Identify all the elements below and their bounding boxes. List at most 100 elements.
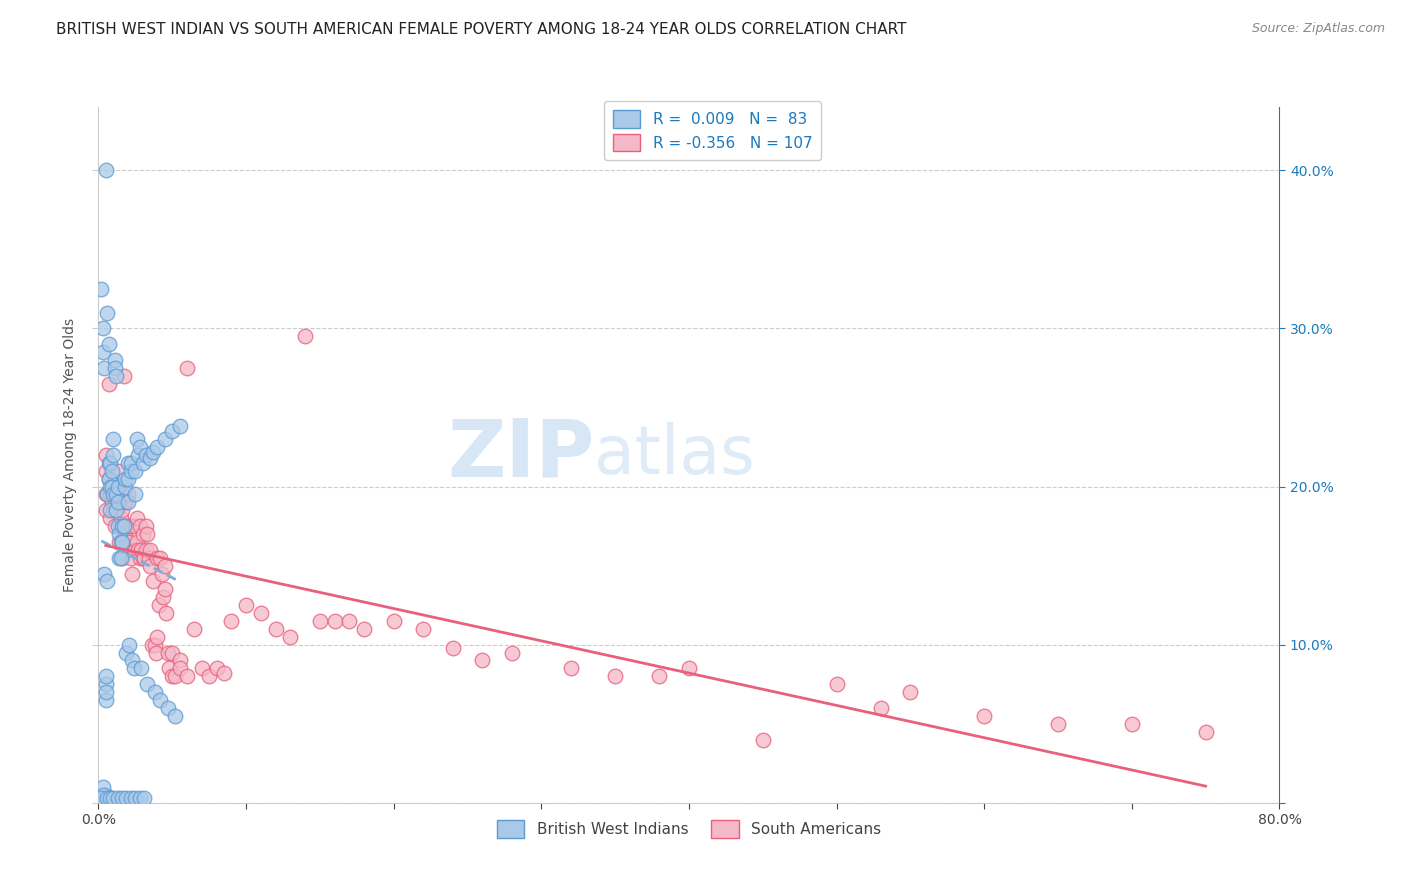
Point [112, 368, 135, 383]
Point [105, 503, 128, 517]
Point [94, 669, 117, 683]
Point [115, 534, 138, 549]
Point [165, 708, 187, 723]
Point [134, 791, 156, 805]
Point [120, 791, 142, 805]
Point [141, 638, 163, 652]
Point [1046, 716, 1070, 731]
Point [143, 638, 166, 652]
Point [135, 519, 157, 533]
Text: BRITISH WEST INDIAN VS SOUTH AMERICAN FEMALE POVERTY AMONG 18-24 YEAR OLDS CORRE: BRITISH WEST INDIAN VS SOUTH AMERICAN FE… [56, 22, 907, 37]
Point [91, 345, 114, 359]
Point [121, 566, 143, 581]
Point [176, 669, 198, 683]
Point [264, 622, 287, 636]
Point [205, 661, 228, 675]
Point [125, 432, 148, 446]
Point [129, 661, 152, 675]
Point [132, 550, 155, 565]
Point [100, 464, 122, 478]
Point [752, 732, 775, 747]
Point [138, 550, 160, 565]
Point [212, 666, 235, 681]
Point [114, 527, 136, 541]
Point [103, 503, 125, 517]
Point [108, 534, 131, 549]
Point [107, 495, 129, 509]
Point [128, 440, 150, 454]
Point [605, 669, 627, 683]
Point [156, 701, 179, 715]
Point [111, 550, 134, 565]
Point [135, 542, 157, 557]
Point [105, 487, 128, 501]
Point [94, 163, 117, 178]
Point [382, 614, 405, 628]
Point [114, 495, 136, 509]
Point [107, 791, 129, 805]
Point [118, 638, 141, 652]
Point [323, 614, 346, 628]
Point [107, 519, 129, 533]
Point [146, 630, 169, 644]
Point [110, 511, 132, 525]
Y-axis label: Female Poverty Among 18-24 Year Olds: Female Poverty Among 18-24 Year Olds [63, 318, 77, 592]
Text: ZIP: ZIP [447, 416, 595, 494]
Point [98, 503, 121, 517]
Point [114, 479, 136, 493]
Point [165, 669, 187, 683]
Point [97, 456, 120, 470]
Point [124, 542, 146, 557]
Point [145, 646, 167, 660]
Point [155, 606, 177, 620]
Point [108, 527, 131, 541]
Point [94, 693, 117, 707]
Point [152, 591, 174, 605]
Point [142, 444, 165, 458]
Point [900, 685, 922, 699]
Point [94, 677, 117, 691]
Point [135, 448, 157, 462]
Point [94, 464, 117, 478]
Point [125, 511, 148, 525]
Point [98, 487, 121, 501]
Point [139, 542, 162, 557]
Point [91, 788, 114, 802]
Point [153, 432, 176, 446]
Point [104, 519, 127, 533]
Point [96, 487, 118, 501]
Point [91, 780, 114, 794]
Point [96, 791, 118, 805]
Point [149, 550, 172, 565]
Point [98, 479, 121, 493]
Point [122, 542, 145, 557]
Point [235, 598, 257, 612]
Point [149, 693, 172, 707]
Point [142, 574, 165, 589]
Point [110, 550, 132, 565]
Point [105, 487, 128, 501]
Point [97, 337, 120, 351]
Point [117, 487, 139, 501]
Point [94, 487, 117, 501]
Point [104, 360, 127, 375]
Point [118, 534, 141, 549]
Point [111, 503, 134, 517]
Point [339, 614, 361, 628]
Point [117, 495, 139, 509]
Point [115, 646, 138, 660]
Point [678, 661, 700, 675]
Point [150, 566, 173, 581]
Point [110, 487, 132, 501]
Point [124, 464, 146, 478]
Point [162, 646, 183, 660]
Point [120, 456, 142, 470]
Point [128, 791, 150, 805]
Point [169, 419, 191, 434]
Point [191, 661, 214, 675]
Point [183, 622, 205, 636]
Point [139, 558, 162, 573]
Point [128, 550, 150, 565]
Point [117, 472, 139, 486]
Point [125, 534, 148, 549]
